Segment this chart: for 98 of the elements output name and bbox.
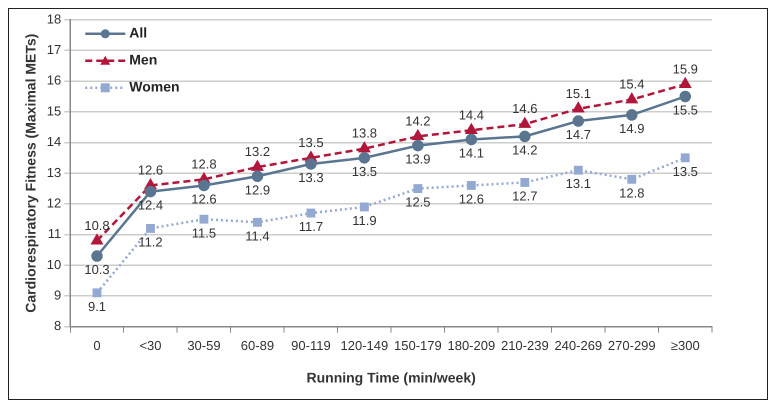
point [144, 186, 156, 198]
point [680, 90, 692, 102]
data-label: 11.7 [298, 219, 324, 234]
point [252, 160, 264, 171]
point [358, 152, 370, 164]
point [252, 170, 264, 182]
legend-label: Women [129, 78, 180, 95]
point [146, 224, 155, 233]
data-label: 11.2 [138, 234, 163, 250]
x-tick-label: 90-119 [291, 338, 331, 353]
y-tick-label: 8 [54, 318, 62, 334]
x-tick-label: 60-89 [240, 338, 274, 353]
point [92, 288, 102, 298]
data-label: 12.9 [244, 182, 270, 198]
y-tick-label: 13 [46, 164, 62, 180]
data-label: 13.1 [566, 176, 591, 192]
data-label: 13.9 [405, 152, 431, 167]
data-label: 14.7 [566, 127, 591, 142]
point [680, 153, 690, 162]
point [360, 202, 369, 212]
y-tick-label: 15 [46, 103, 62, 118]
point [572, 115, 584, 127]
chart-frame: Running Time (min/week) Cardiorespiratory Fitness (Maximal METs) 0 <30 30-59 60-89 90-119 120-149 150-179 180-209 210-239 240-269 270-299 ≥300 8 9 10 11 12 13 14 15 16 17 18 10.3 12.4 12.6 12.9 13.3 13.5 13.9 14.1 14.2 14.7 14.9 15.5 10.8 12.6 12.8 13.2 13.5 13.8 14.2 14.4 14.6 15.1 15.4 15.9 9.1 11.2 11.5 11.4 11.7 11.9 12.5 12.6 12.7 13.1 12.8 13.5 All Men Women [8, 8, 768, 400]
data-label: 11.4 [245, 228, 270, 244]
data-label: 11.5 [192, 225, 216, 240]
point [358, 142, 370, 152]
y-tick-label: 10 [46, 256, 62, 272]
point [574, 166, 583, 175]
point [198, 180, 210, 192]
data-label: 14.1 [458, 146, 484, 161]
y-tick-label: 11 [48, 226, 62, 242]
y-tick-label: 17 [46, 42, 62, 58]
point [306, 208, 316, 218]
legend-label: Men [129, 52, 158, 68]
data-label: 15.4 [619, 76, 644, 92]
data-label: 12.6 [138, 162, 164, 178]
point [412, 130, 424, 140]
point [520, 178, 530, 187]
data-label: 15.5 [672, 102, 698, 118]
legend-label: All [129, 24, 148, 41]
data-label: 13.2 [244, 144, 270, 160]
x-tick-label: 120-149 [340, 338, 388, 353]
data-label: 12.4 [138, 198, 164, 213]
data-label: 14.2 [405, 113, 431, 128]
data-label: 14.2 [512, 142, 538, 158]
y-tick-label: 18 [46, 11, 62, 26]
y-tick-label: 16 [46, 72, 62, 88]
data-label: 13.5 [352, 164, 378, 179]
data-label: 13.3 [298, 170, 324, 186]
x-tick-label: 240-269 [554, 338, 602, 353]
data-label: 12.8 [619, 185, 644, 200]
data-label: 10.3 [84, 262, 110, 278]
y-tick-label: 14 [46, 134, 62, 150]
data-label: 12.8 [191, 156, 217, 172]
x-axis-title: Running Time (min/week) [306, 369, 476, 386]
data-label: 12.7 [512, 188, 538, 204]
point [680, 78, 691, 88]
point [466, 181, 476, 190]
data-label: 13.8 [352, 126, 378, 141]
data-label: 12.6 [458, 192, 484, 207]
point [519, 130, 531, 142]
point [627, 174, 636, 184]
x-tick-label: <30 [139, 338, 162, 353]
point [519, 118, 530, 128]
x-tick-label: 0 [93, 338, 101, 353]
point [91, 250, 103, 262]
data-label: 14.4 [458, 107, 484, 122]
data-label: 14.6 [512, 101, 538, 116]
point [626, 109, 638, 121]
y-tick-label: 9 [54, 288, 62, 302]
point [626, 93, 638, 104]
y-tick-label: 12 [46, 195, 62, 210]
point [413, 184, 422, 193]
data-label: 15.1 [566, 86, 591, 101]
x-tick-label: 150-179 [394, 338, 442, 353]
data-label: 12.6 [191, 192, 217, 207]
data-label: 12.5 [405, 194, 431, 210]
point [466, 124, 477, 134]
point [466, 134, 478, 146]
data-label: 13.5 [672, 164, 698, 179]
data-label: 13.5 [298, 134, 324, 150]
x-tick-label: 30-59 [187, 338, 221, 353]
x-tick-label: ≥300 [670, 338, 700, 353]
point [253, 218, 262, 227]
point [305, 158, 317, 170]
point [412, 140, 424, 152]
point [200, 214, 208, 224]
data-label: 14.9 [619, 120, 644, 136]
data-label: 11.9 [352, 213, 377, 228]
data-label: 9.1 [88, 298, 106, 314]
x-tick-label: 270-299 [608, 338, 656, 353]
data-label: 15.9 [672, 61, 698, 76]
data-label: 10.8 [84, 218, 110, 233]
point [572, 102, 584, 113]
point [91, 234, 103, 244]
x-tick-label: 180-209 [447, 338, 496, 353]
y-axis-title: Cardiorespiratory Fitness (Maximal METs) [22, 34, 38, 313]
x-tick-label: 210-239 [500, 338, 549, 353]
